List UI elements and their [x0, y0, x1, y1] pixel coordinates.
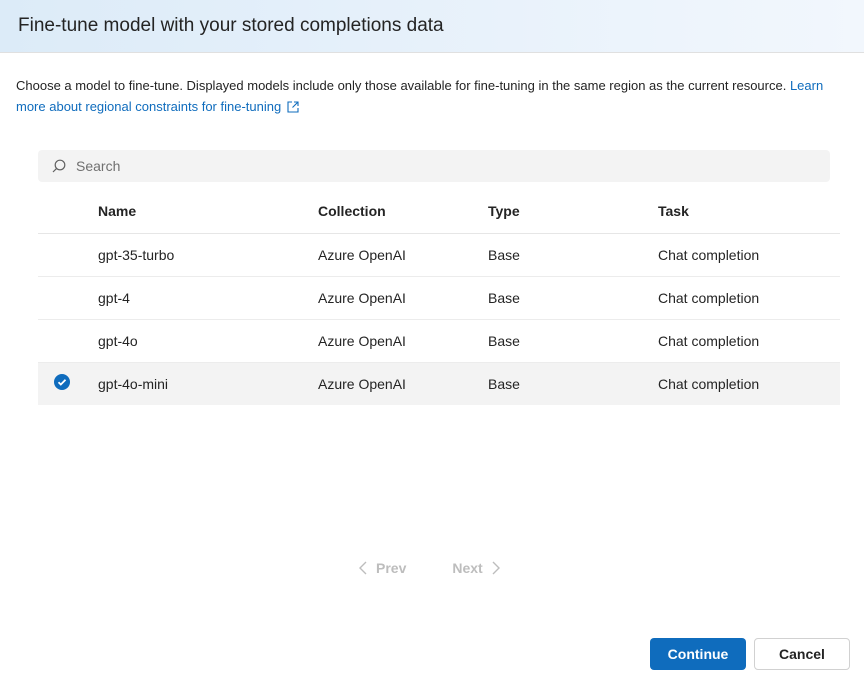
- cell-type: Base: [488, 276, 658, 320]
- cell-collection: Azure OpenAI: [318, 233, 488, 277]
- cancel-button[interactable]: Cancel: [754, 638, 850, 670]
- dialog-header: Fine-tune model with your stored complet…: [0, 0, 864, 53]
- row-select[interactable]: [38, 276, 98, 320]
- cell-task: Chat completion: [658, 319, 840, 363]
- table-row[interactable]: gpt-4o-mini Azure OpenAI Base Chat compl…: [38, 362, 840, 405]
- column-header-name[interactable]: Name: [98, 190, 318, 234]
- cell-name: gpt-4o: [98, 319, 318, 363]
- chevron-right-icon: [492, 561, 500, 575]
- table-header-row: Name Collection Type Task: [38, 190, 840, 234]
- search-input[interactable]: [76, 158, 776, 174]
- select-column-header: [38, 190, 98, 234]
- cell-collection: Azure OpenAI: [318, 362, 488, 405]
- dialog-description: Choose a model to fine-tune. Displayed m…: [16, 75, 836, 117]
- dialog-title: Fine-tune model with your stored complet…: [18, 15, 444, 36]
- row-select[interactable]: [38, 319, 98, 363]
- cell-task: Chat completion: [658, 276, 840, 320]
- cell-name: gpt-35-turbo: [98, 233, 318, 277]
- prev-button[interactable]: Prev: [358, 560, 406, 576]
- pagination: Prev Next: [358, 560, 501, 576]
- cell-name: gpt-4: [98, 276, 318, 320]
- continue-button[interactable]: Continue: [650, 638, 746, 670]
- column-header-task[interactable]: Task: [658, 190, 840, 234]
- cell-type: Base: [488, 233, 658, 277]
- row-select[interactable]: [38, 362, 98, 405]
- models-table: Name Collection Type Task gpt-35-turbo A…: [38, 190, 840, 405]
- description-text: Choose a model to fine-tune. Displayed m…: [16, 78, 787, 93]
- table-row[interactable]: gpt-4 Azure OpenAI Base Chat completion: [38, 276, 840, 320]
- cell-type: Base: [488, 319, 658, 363]
- prev-label: Prev: [376, 560, 407, 576]
- external-link-icon: [287, 101, 299, 113]
- learn-more-link-text: Learn more about regional constraints fo…: [16, 78, 824, 114]
- column-header-type[interactable]: Type: [488, 190, 658, 234]
- search-box[interactable]: [38, 150, 830, 182]
- cell-collection: Azure OpenAI: [318, 276, 488, 320]
- next-button[interactable]: Next: [452, 560, 500, 576]
- search-icon: [52, 159, 66, 173]
- chevron-left-icon: [359, 561, 367, 575]
- cell-type: Base: [488, 362, 658, 405]
- row-select[interactable]: [38, 233, 98, 277]
- cell-task: Chat completion: [658, 362, 840, 405]
- learn-more-link[interactable]: Learn more about regional constraints fo…: [16, 78, 823, 114]
- next-label: Next: [452, 560, 483, 576]
- table-row[interactable]: gpt-35-turbo Azure OpenAI Base Chat comp…: [38, 233, 840, 277]
- cell-task: Chat completion: [658, 233, 840, 277]
- cell-name: gpt-4o-mini: [98, 362, 318, 405]
- checkmark-circle-icon[interactable]: [54, 374, 70, 391]
- column-header-collection[interactable]: Collection: [318, 190, 488, 234]
- cell-collection: Azure OpenAI: [318, 319, 488, 363]
- table-row[interactable]: gpt-4o Azure OpenAI Base Chat completion: [38, 319, 840, 363]
